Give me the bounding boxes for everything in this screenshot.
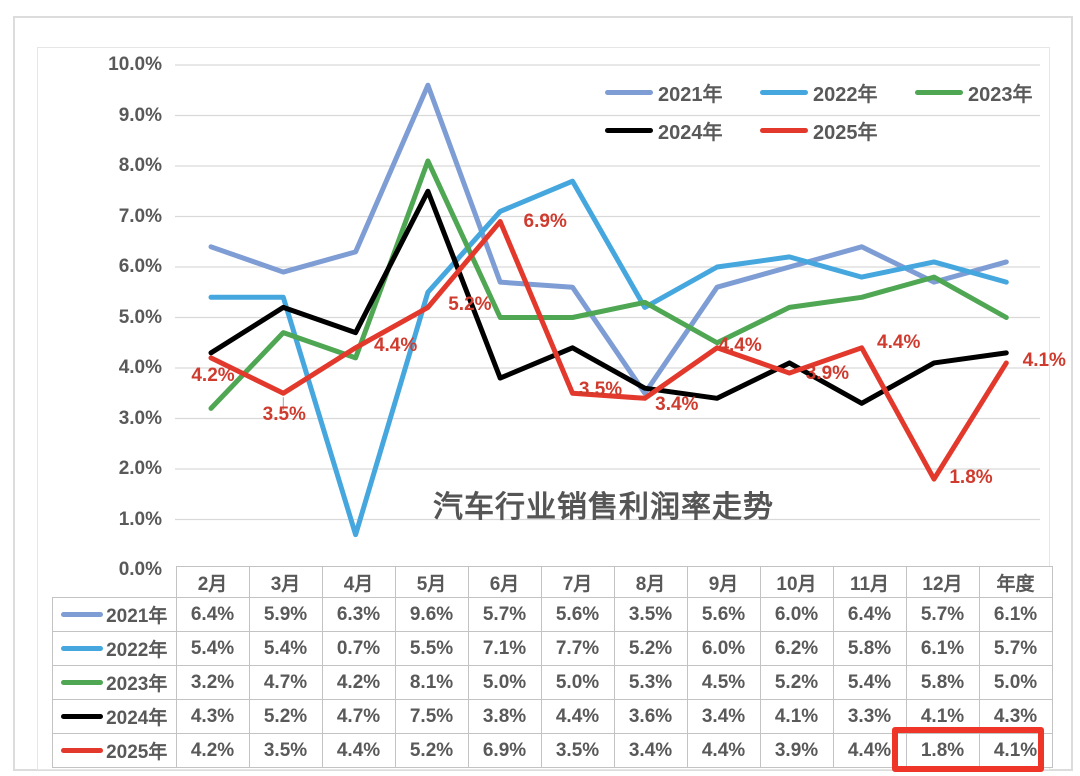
value-cell: 6.0% bbox=[759, 597, 834, 632]
value-cell: 5.9% bbox=[248, 597, 323, 632]
value-cell: 5.4% bbox=[248, 631, 323, 666]
row-label-cell: 2025年 bbox=[52, 733, 177, 768]
table-header-cell: 10月 bbox=[759, 566, 834, 598]
row-series-swatch bbox=[61, 612, 104, 617]
value-cell: 3.4% bbox=[613, 733, 688, 768]
value-cell: 0.7% bbox=[321, 631, 396, 666]
value-cell: 4.3% bbox=[175, 699, 250, 734]
value-cell: 5.6% bbox=[540, 597, 615, 632]
row-series-swatch bbox=[61, 680, 104, 685]
table-body: 2021年 6.4% 5.9% 6.3% 9.6% 5.7% 5.6% 3.5% 5.6% 6.0… bbox=[52, 597, 1053, 768]
table-row-2025年: 2025年 4.2% 3.5% 4.4% 5.2% 6.9% 3.5% 3.4% 4.4% 3.9… bbox=[52, 733, 1053, 768]
table-corner-cell bbox=[53, 567, 177, 598]
table-header-cell: 7月 bbox=[540, 566, 615, 598]
row-label-cell: 2022年 bbox=[52, 631, 177, 666]
row-label: 2022年 bbox=[106, 640, 168, 661]
series-line-2025年 bbox=[208, 219, 1009, 482]
value-cell: 3.4% bbox=[686, 699, 761, 734]
table-row-2023年: 2023年 3.2% 4.7% 4.2% 8.1% 5.0% 5.0% 5.3% 4.5% 5.2… bbox=[52, 665, 1053, 700]
row-label-cell: 2023年 bbox=[52, 665, 177, 700]
value-cell: 5.2% bbox=[394, 733, 469, 768]
value-cell: 4.4% bbox=[540, 699, 615, 734]
value-cell: 4.7% bbox=[321, 699, 396, 734]
table-header-cell: 9月 bbox=[686, 566, 761, 598]
value-cell: 3.2% bbox=[175, 665, 250, 700]
value-cell: 5.4% bbox=[832, 665, 907, 700]
value-cell: 3.5% bbox=[540, 733, 615, 768]
value-cell: 5.8% bbox=[832, 631, 907, 666]
series-line-2022年 bbox=[208, 178, 1009, 538]
row-series-swatch bbox=[61, 646, 104, 651]
table-header-cell: 6月 bbox=[467, 566, 542, 598]
data-table: 2月 3月 4月 5月 6月 7月 8月 9月 10月 11月 12月 年度 2021年 6.4% 5.9… bbox=[52, 566, 1053, 768]
table-header-cell: 8月 bbox=[613, 566, 688, 598]
table-header-cell: 12月 bbox=[905, 566, 980, 598]
value-cell: 7.1% bbox=[467, 631, 542, 666]
value-cell: 4.2% bbox=[321, 665, 396, 700]
value-cell: 3.5% bbox=[613, 597, 688, 632]
value-cell: 4.1% bbox=[759, 699, 834, 734]
value-cell: 4.5% bbox=[686, 665, 761, 700]
chart-title: 汽车行业销售利润率走势 bbox=[433, 491, 774, 524]
value-cell: 5.0% bbox=[467, 665, 542, 700]
value-cell: 3.5% bbox=[248, 733, 323, 768]
series-line-2024年 bbox=[208, 188, 1009, 406]
value-cell: 3.6% bbox=[613, 699, 688, 734]
value-cell: 5.2% bbox=[613, 631, 688, 666]
value-cell: 6.4% bbox=[832, 597, 907, 632]
value-cell: 5.0% bbox=[978, 665, 1053, 700]
value-cell: 5.4% bbox=[175, 631, 250, 666]
value-cell: 6.2% bbox=[759, 631, 834, 666]
value-cell: 4.4% bbox=[321, 733, 396, 768]
row-label: 2021年 bbox=[106, 606, 168, 627]
value-cell: 6.3% bbox=[321, 597, 396, 632]
row-label: 2023年 bbox=[106, 674, 168, 695]
row-label-cell: 2021年 bbox=[52, 597, 177, 632]
value-cell: 3.9% bbox=[759, 733, 834, 768]
table-header-cell: 年度 bbox=[978, 566, 1053, 598]
highlight-box bbox=[892, 727, 1044, 772]
row-series-swatch bbox=[61, 748, 104, 753]
series-line-2023年 bbox=[208, 158, 1009, 411]
value-cell: 5.3% bbox=[613, 665, 688, 700]
value-cell: 3.8% bbox=[467, 699, 542, 734]
table-header-cell: 3月 bbox=[248, 566, 323, 598]
value-cell: 6.9% bbox=[467, 733, 542, 768]
value-cell: 7.5% bbox=[394, 699, 469, 734]
table-header-row: 2月 3月 4月 5月 6月 7月 8月 9月 10月 11月 12月 年度 bbox=[53, 566, 1053, 598]
table-header-cell: 5月 bbox=[394, 566, 469, 598]
value-cell: 6.0% bbox=[686, 631, 761, 666]
value-cell: 1.8% bbox=[905, 733, 980, 768]
table-header-cell: 11月 bbox=[832, 566, 907, 598]
value-cell: 5.2% bbox=[759, 665, 834, 700]
series-line-2021年 bbox=[208, 82, 1009, 396]
value-cell: 5.7% bbox=[978, 631, 1053, 666]
table-header-cell: 2月 bbox=[175, 566, 250, 598]
row-label-cell: 2024年 bbox=[52, 699, 177, 734]
value-cell: 6.4% bbox=[175, 597, 250, 632]
value-cell: 5.6% bbox=[686, 597, 761, 632]
value-cell: 6.1% bbox=[978, 597, 1053, 632]
value-cell: 5.7% bbox=[905, 597, 980, 632]
value-cell: 9.6% bbox=[394, 597, 469, 632]
row-label: 2024年 bbox=[106, 708, 168, 729]
value-cell: 4.7% bbox=[248, 665, 323, 700]
value-cell: 5.7% bbox=[467, 597, 542, 632]
value-cell: 5.0% bbox=[540, 665, 615, 700]
row-series-swatch bbox=[61, 714, 104, 719]
value-cell: 5.5% bbox=[394, 631, 469, 666]
value-cell: 4.2% bbox=[175, 733, 250, 768]
table-row-2022年: 2022年 5.4% 5.4% 0.7% 5.5% 7.1% 7.7% 5.2% 6.0% 6.2… bbox=[52, 631, 1053, 666]
value-cell: 8.1% bbox=[394, 665, 469, 700]
value-cell: 7.7% bbox=[540, 631, 615, 666]
value-cell: 6.1% bbox=[905, 631, 980, 666]
table-header-cell: 4月 bbox=[321, 566, 396, 598]
value-cell: 5.8% bbox=[905, 665, 980, 700]
value-cell: 4.4% bbox=[686, 733, 761, 768]
value-cell: 5.2% bbox=[248, 699, 323, 734]
row-label: 2025年 bbox=[106, 742, 168, 763]
table-row-2021年: 2021年 6.4% 5.9% 6.3% 9.6% 5.7% 5.6% 3.5% 5.6% 6.0… bbox=[52, 597, 1053, 632]
